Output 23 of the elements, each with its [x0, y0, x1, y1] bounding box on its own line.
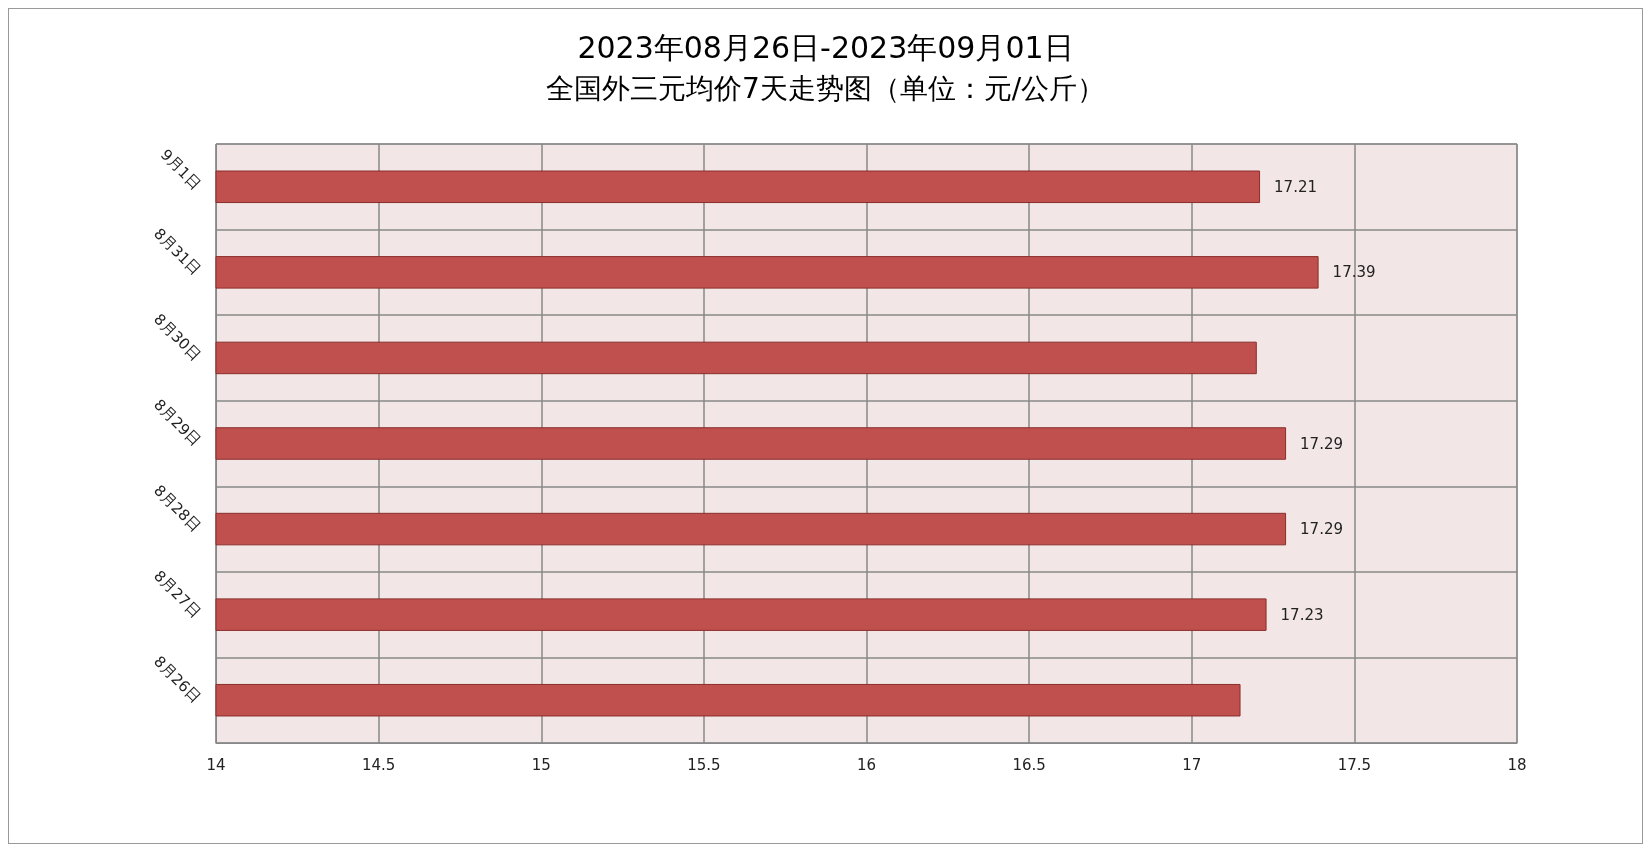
x-tick-label: 17: [1182, 755, 1202, 774]
x-tick-label: 14.5: [361, 755, 396, 774]
y-tick-label: 8月29日: [150, 395, 205, 450]
chart-title: 2023年08月26日-2023年09月01日: [577, 29, 1074, 65]
y-tick-label: 8月28日: [150, 481, 205, 536]
y-tick-label: 8月27日: [150, 566, 205, 622]
x-tick-label: 16: [856, 755, 877, 774]
data-label: 17.29: [1300, 434, 1344, 453]
data-label: 17.29: [1300, 520, 1344, 539]
y-tick-label: 8月31日: [150, 224, 205, 279]
x-tick-label: 15.5: [687, 755, 721, 774]
data-label: 17.23: [1280, 605, 1324, 624]
x-tick-label: 18: [1507, 755, 1527, 774]
y-tick-label: 8月26日: [150, 652, 205, 707]
x-tick-label: 17.5: [1337, 755, 1372, 774]
data-label: 17.39: [1332, 263, 1376, 282]
x-tick-label: 16.5: [1012, 755, 1046, 774]
x-tick-label: 15: [531, 755, 551, 774]
chart-subtitle: 全国外三元均价7天走势图（单位：元/公斤）: [545, 71, 1106, 105]
y-tick-label: 8月30日: [150, 310, 205, 365]
x-tick-label: 14: [206, 755, 226, 774]
data-label: 17.21: [1274, 177, 1318, 196]
y-tick-label: 9月1日: [156, 145, 205, 194]
